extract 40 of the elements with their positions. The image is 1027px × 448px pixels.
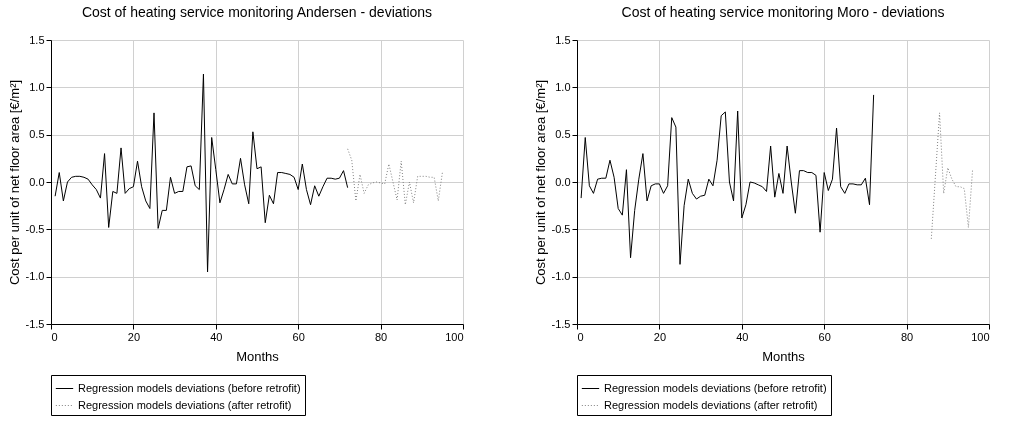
x-tick-label: 40 xyxy=(210,330,223,343)
x-tick-label: 100 xyxy=(445,330,464,343)
line-series xyxy=(930,112,974,240)
y-tick-label: -0.5 xyxy=(25,222,45,235)
y-tick-label: 1.5 xyxy=(29,33,45,46)
x-tick-label: 20 xyxy=(127,330,141,343)
y-tick-label: 1.0 xyxy=(29,80,45,93)
y-tick-label: -1.0 xyxy=(551,270,571,283)
y-tick-label: 0.5 xyxy=(29,128,45,141)
legend-label: Regression models deviations (after retrofit) xyxy=(78,398,292,411)
y-tick-label: -1.0 xyxy=(25,270,45,283)
legend-label: Regression models deviations (before retrofit) xyxy=(78,381,301,394)
x-tick-label: 40 xyxy=(736,330,749,343)
legend-label: Regression models deviations (before retrofit) xyxy=(604,381,827,394)
line-series xyxy=(54,73,349,273)
x-tick-label: 100 xyxy=(971,330,990,343)
chart-title: Cost of heating service monitoring Moro - deviations xyxy=(621,4,945,20)
x-tick-label: 80 xyxy=(374,330,388,343)
x-tick-label: 80 xyxy=(900,330,914,343)
x-axis-title: Months xyxy=(236,348,280,364)
y-tick-label: 0.0 xyxy=(555,175,571,188)
line-series xyxy=(580,94,875,265)
x-tick-label: 20 xyxy=(653,330,667,343)
x-tick-label: 60 xyxy=(292,330,305,343)
x-tick-label: 60 xyxy=(818,330,831,343)
chart-title: Cost of heating service monitoring Andersen - deviations xyxy=(81,4,433,20)
line-series xyxy=(347,148,443,206)
x-axis-title: Months xyxy=(762,348,806,364)
y-tick-label: 0.5 xyxy=(555,128,571,141)
y-axis-title: Cost per unit of net floor area [€/m²] xyxy=(6,79,22,286)
y-axis-title: Cost per unit of net floor area [€/m²] xyxy=(532,79,548,286)
y-tick-label: -1.5 xyxy=(25,317,45,330)
x-tick-label: 0 xyxy=(51,330,58,343)
y-tick-label: 0.0 xyxy=(29,175,45,188)
legend-label: Regression models deviations (after retrofit) xyxy=(604,398,818,411)
y-tick-label: -0.5 xyxy=(551,222,571,235)
y-tick-label: 1.5 xyxy=(555,33,571,46)
x-tick-label: 0 xyxy=(577,330,584,343)
y-tick-label: -1.5 xyxy=(551,317,571,330)
y-tick-label: 1.0 xyxy=(555,80,571,93)
